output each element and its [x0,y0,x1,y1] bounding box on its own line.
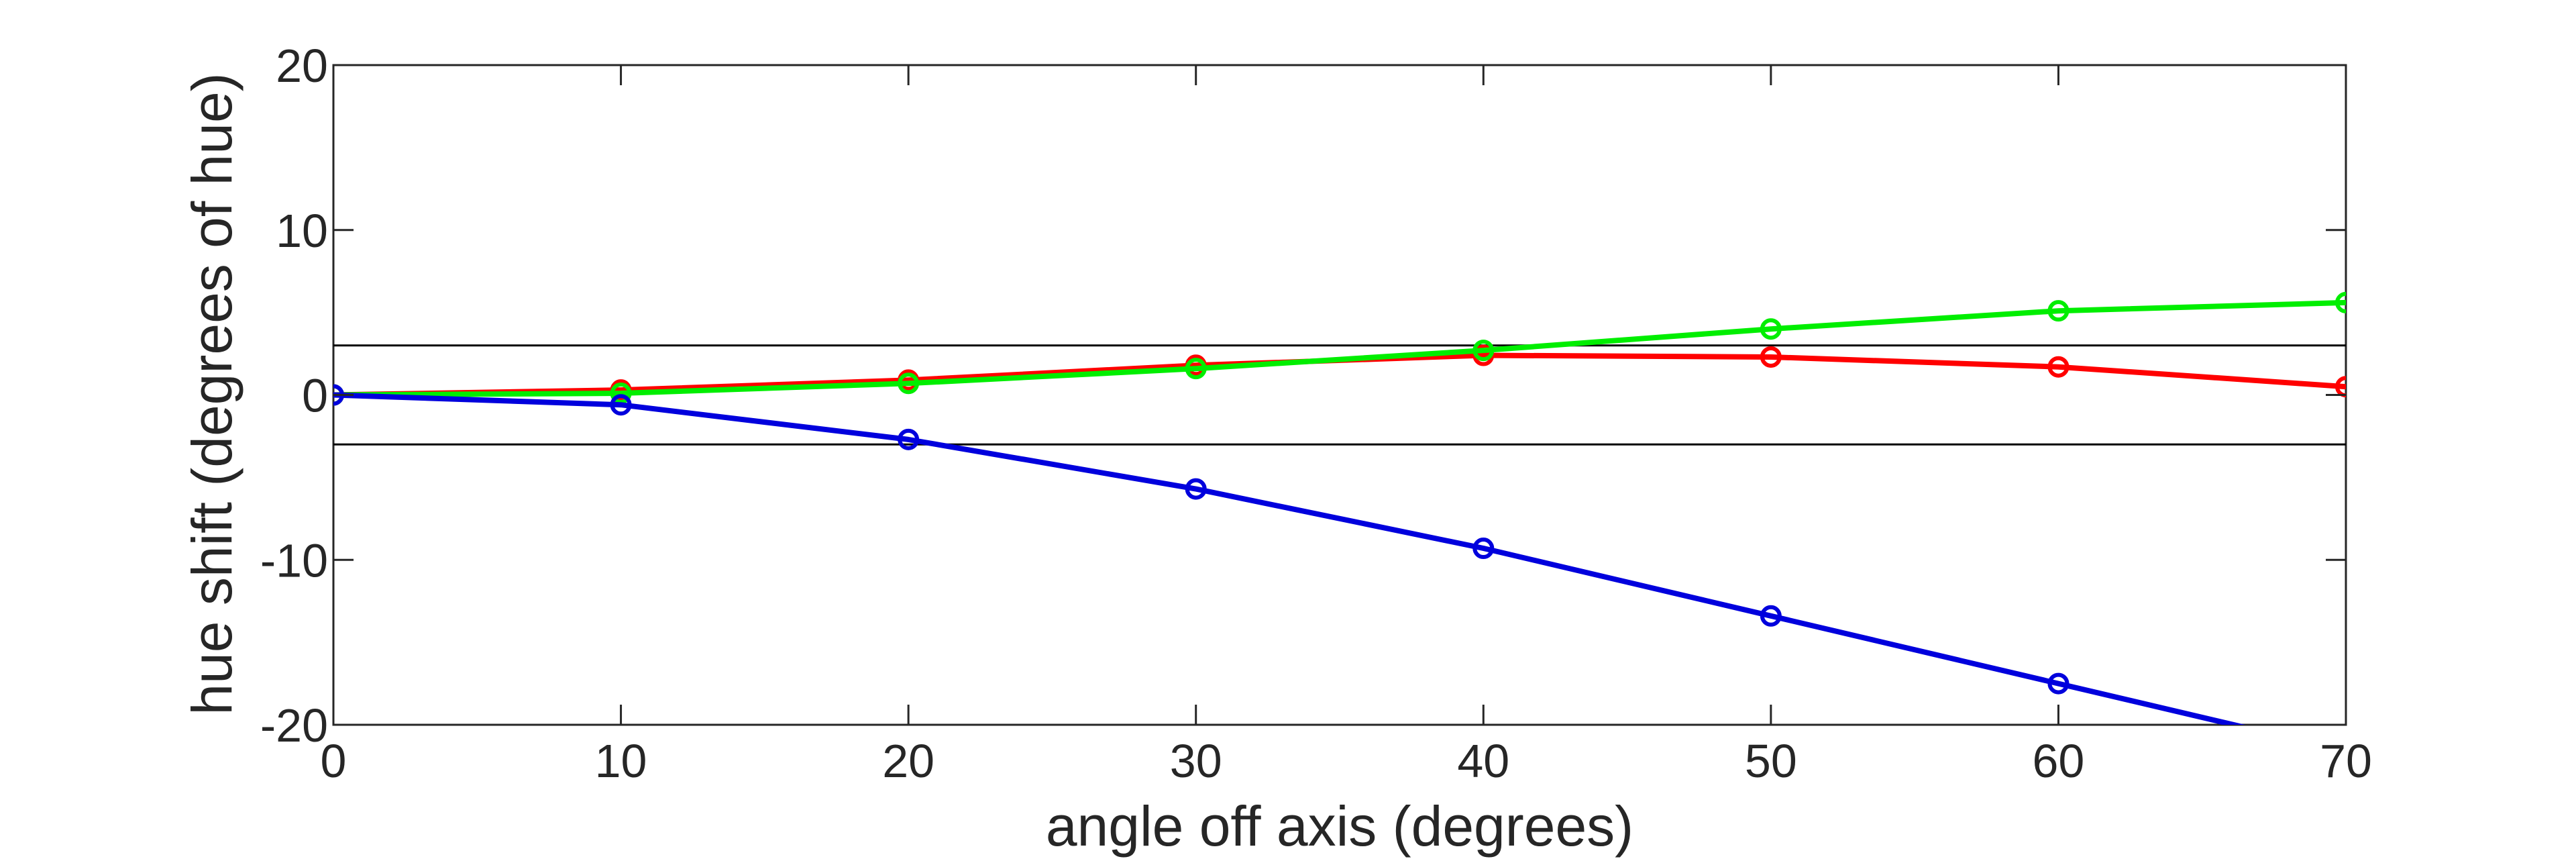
x-tick-label: 0 [321,735,347,787]
y-tick-label: 20 [276,40,328,92]
data-point [1760,346,1782,368]
y-tick-label: 10 [276,205,328,257]
y-tick-label: -20 [260,699,328,752]
axis-ticks: 0 10 20 30 40 50 60 70 -20 -10 0 10 20 [260,40,2372,787]
data-point [1472,340,1495,362]
series-2 [333,291,2346,406]
data-point [1760,605,1782,627]
x-tick-label: 70 [2320,735,2372,787]
series-line [333,299,2346,398]
data-point [2335,291,2346,313]
y-tick-label: 0 [302,370,328,422]
data-point [1185,478,1207,500]
series-3 [333,384,2246,725]
data-point [1760,318,1782,340]
data-point [2335,376,2346,398]
data-point [1472,538,1495,560]
data-point [610,394,632,416]
data-point [2047,356,2070,378]
x-tick-label: 10 [595,735,647,787]
data-point [610,383,632,405]
x-tick-label: 30 [1170,735,1222,787]
y-tick-label: -10 [260,534,328,587]
reference-lines [333,344,2346,446]
data-point [2047,300,2070,322]
x-tick-label: 60 [2032,735,2084,787]
series-line [333,392,2246,725]
data-point [1185,358,1207,380]
x-axis-label: angle off axis (degrees) [1046,795,1633,858]
series-layer [333,291,2346,725]
x-tick-label: 50 [1745,735,1797,787]
y-axis-label: hue shift (degrees of hue) [180,72,244,715]
data-point [898,428,920,450]
x-tick-label: 20 [882,735,934,787]
x-tick-label: 40 [1457,735,1509,787]
data-point [898,372,920,395]
data-point [2047,672,2070,695]
